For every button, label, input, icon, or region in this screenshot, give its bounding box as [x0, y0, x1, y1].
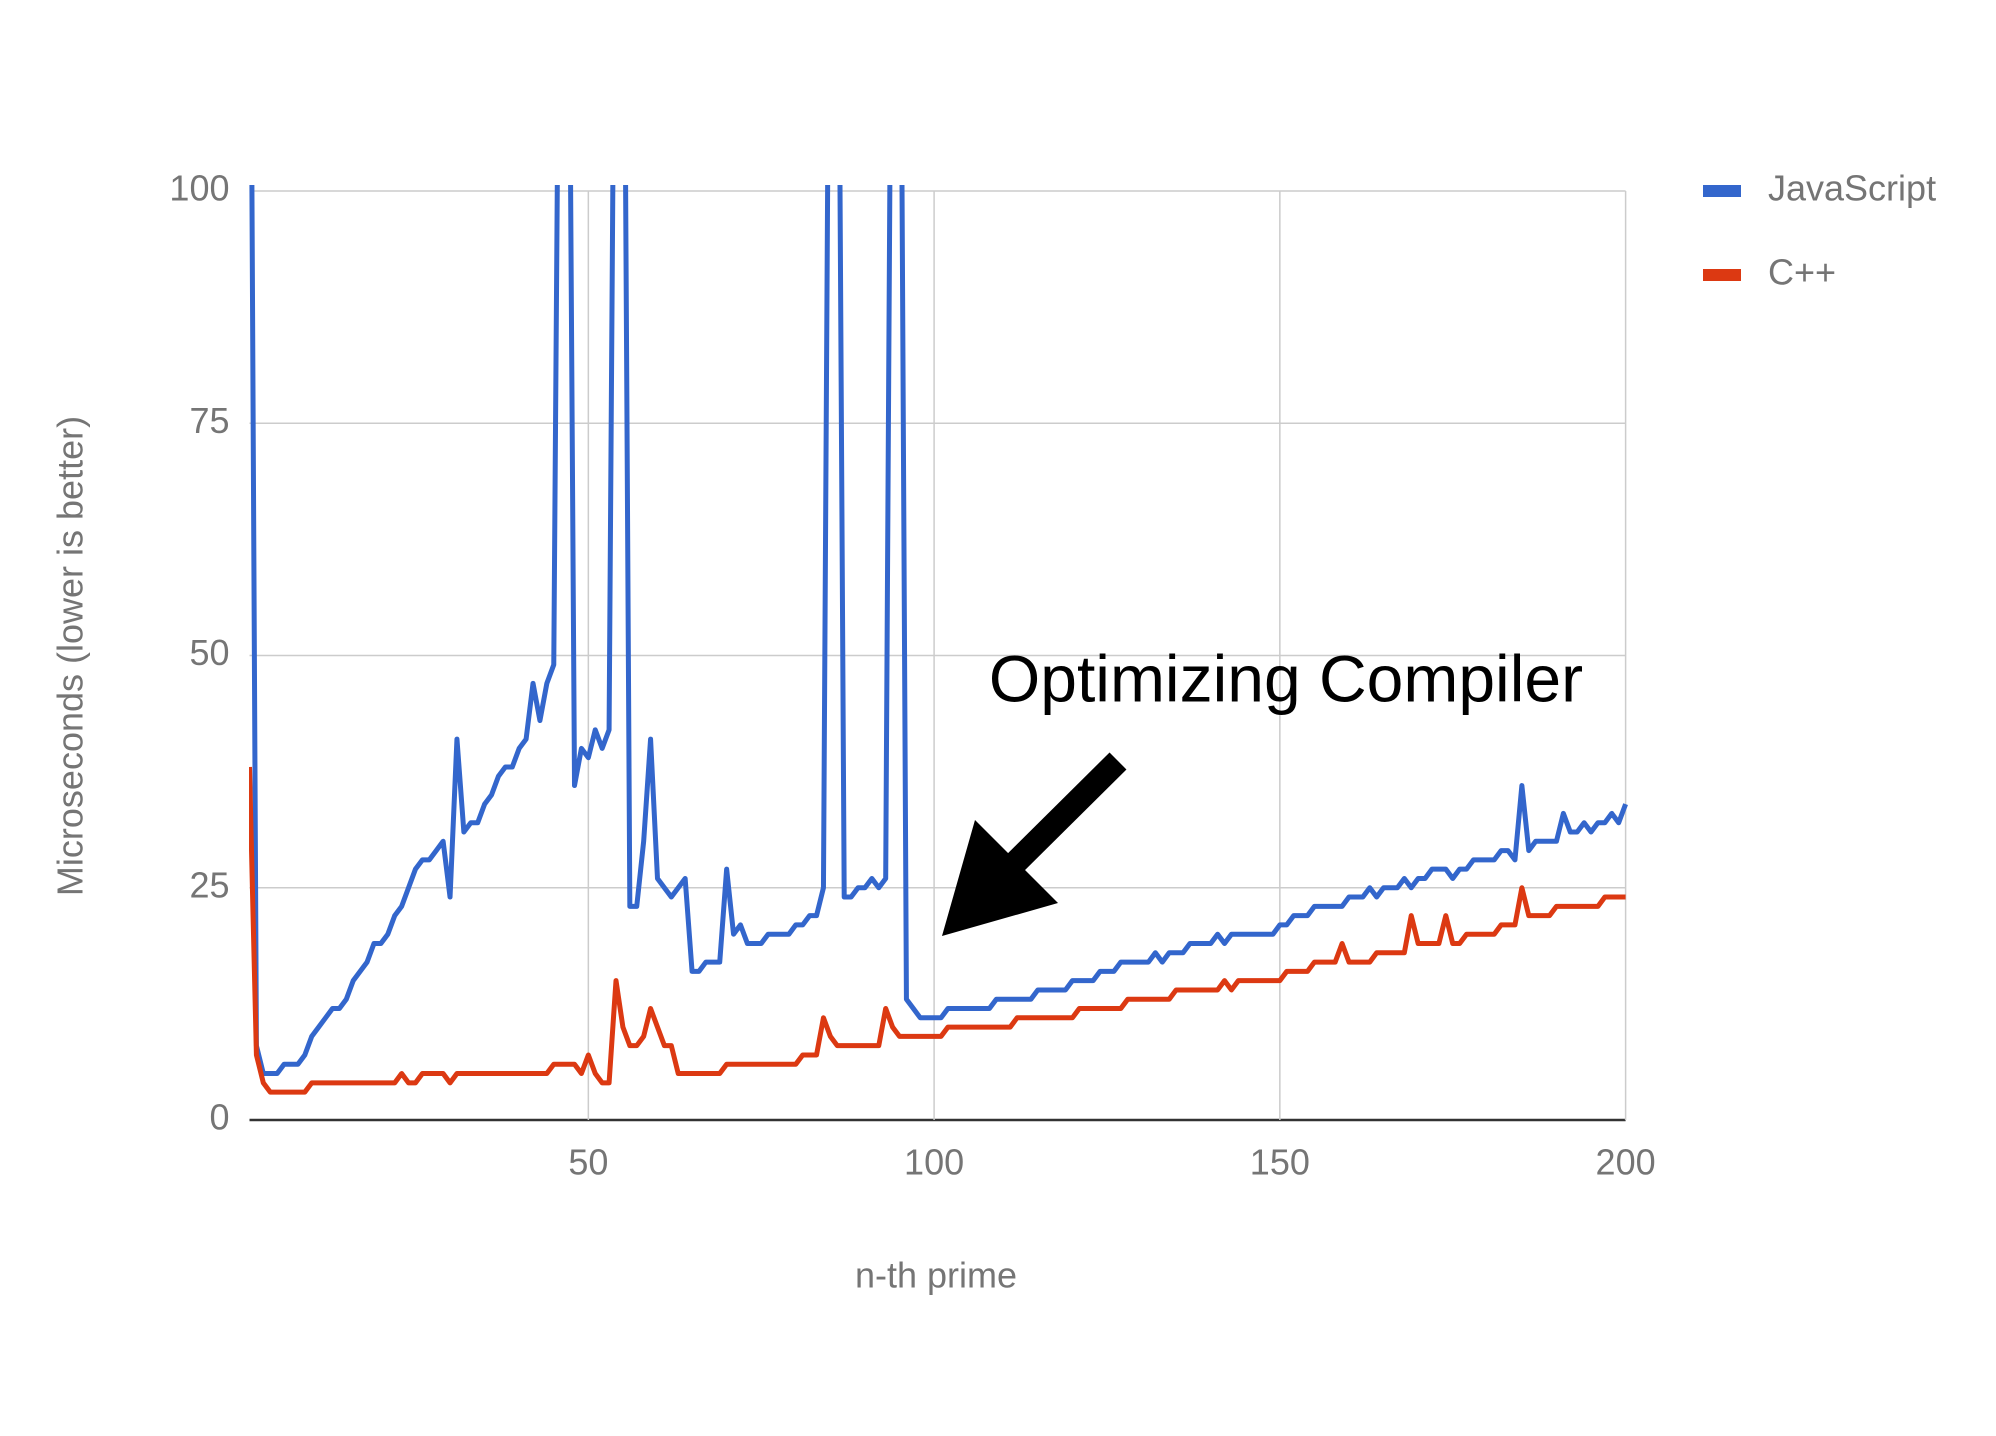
grid [249, 190, 1627, 1122]
x-tick-label: 150 [1250, 1142, 1310, 1183]
x-tick-label: 100 [904, 1142, 964, 1183]
arrow-shaft [991, 752, 1127, 887]
y-tick-label: 50 [189, 632, 229, 673]
legend: JavaScript C++ [1703, 168, 1936, 293]
x-tick-label: 200 [1596, 1142, 1656, 1183]
arrow-head [942, 820, 1058, 936]
x-axis-title: n-th prime [855, 1255, 1017, 1296]
annotation: Optimizing Compiler [989, 641, 1583, 715]
x-tick-label: 50 [568, 1142, 608, 1183]
legend-label: C++ [1768, 252, 1836, 293]
series-line [249, 766, 1626, 1095]
y-tick-label: 0 [209, 1097, 229, 1138]
plot-area [249, 185, 1628, 1095]
y-tick-label: 75 [189, 400, 229, 441]
legend-swatch [1703, 269, 1741, 281]
y-tick-label: 100 [169, 168, 229, 209]
legend-swatch [1703, 185, 1741, 197]
series-line [249, 185, 1628, 1077]
legend-label: JavaScript [1768, 168, 1936, 209]
y-axis-title: Microseconds (lower is better) [50, 416, 91, 896]
y-tick-label: 25 [189, 864, 229, 905]
annotation-arrow [942, 752, 1127, 936]
